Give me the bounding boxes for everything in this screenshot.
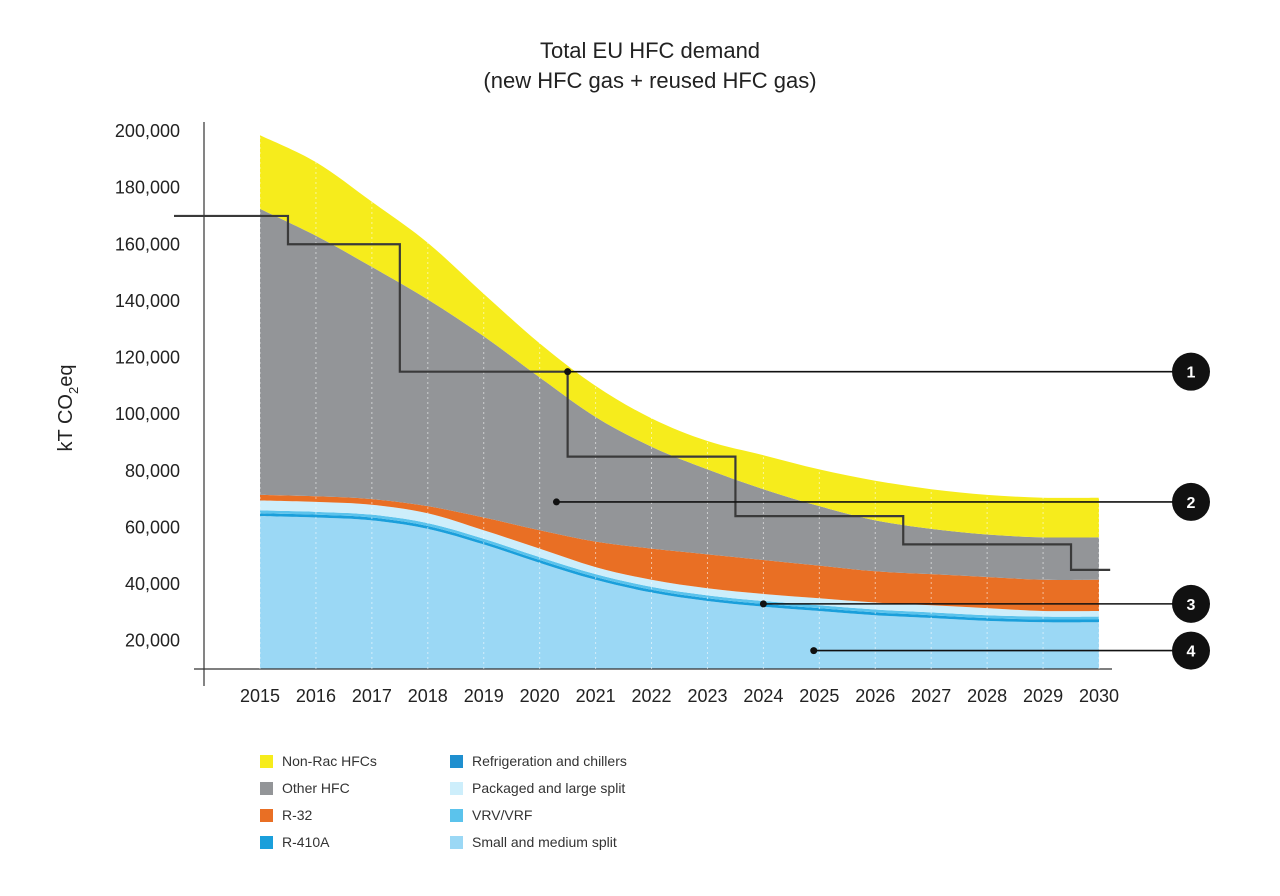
legend-label: Other HFC [282,780,350,796]
annotation-number: 3 [1187,597,1196,614]
area-r-32 [260,494,1099,612]
x-tick-label: 2026 [855,686,895,706]
legend-label: Packaged and large split [472,780,626,796]
area-packaged-and-large-split [260,500,1099,617]
x-tick-label: 2019 [464,686,504,706]
annotation-number: 2 [1187,495,1196,512]
x-tick-label: 2018 [408,686,448,706]
legend-swatch [450,808,463,822]
y-tick-label: 140,000 [115,291,180,311]
legend-label: Small and medium split [472,834,617,850]
legend-label: VRV/VRF [472,807,533,823]
chart-subtitle: (new HFC gas + reused HFC gas) [483,68,817,93]
y-tick-label: 40,000 [125,574,180,594]
y-axis-label: kT CO2eq [55,365,81,452]
axes: 20,000 40,000 60,000 80,000 100,000 120,000 14… [115,121,1119,706]
y-axis-label-main: kT CO [55,394,77,451]
x-tick-label: 2029 [1023,686,1063,706]
legend-swatch [260,835,273,849]
legend-label: R-410A [282,834,330,850]
legend-swatch [260,754,273,768]
x-tick-label: 2015 [240,686,280,706]
legend-label: Non-Rac HFCs [282,753,377,769]
legend-item: Packaged and large split [450,779,710,797]
legend-item: Small and medium split [450,833,710,851]
legend-label: Refrigeration and chillers [472,753,627,769]
x-tick-label: 2017 [352,686,392,706]
x-tick-label: 2016 [296,686,336,706]
y-tick-label: 200,000 [115,121,180,141]
x-tick-label: 2030 [1079,686,1119,706]
x-tick-label: 2021 [576,686,616,706]
y-tick-label: 180,000 [115,178,180,198]
annotation-dot [564,368,572,376]
legend-item: R-32 [260,806,450,824]
phase-down-line [174,214,1111,571]
legend-swatch [260,781,273,795]
legend-item: VRV/VRF [450,806,710,824]
x-tick-label: 2024 [743,686,783,706]
chart: 20,00040,00060,00080,000100,000120,00014… [55,121,1210,706]
y-tick-label: 80,000 [125,461,180,481]
legend-swatch [450,835,463,849]
x-tick-label: 2025 [799,686,839,706]
y-axis-label-sub: 2 [66,387,81,394]
annotation-number: 1 [1187,365,1196,382]
legend-item: R-410A [260,833,450,851]
legend-swatch [450,781,463,795]
y-tick-label: 20,000 [125,631,180,651]
x-tick-label: 2027 [911,686,951,706]
area-other-hfc [260,208,1099,581]
annotations: 1 2 3 4 [552,352,1210,670]
y-tick-label: 100,000 [115,404,180,424]
x-tick-label: 2023 [687,686,727,706]
annotation-badge [1172,352,1210,391]
annotation-badge [1172,482,1210,521]
phase-down-step-line [174,214,1111,571]
x-tick-label: 2020 [520,686,560,706]
annotation-dot [552,498,560,506]
annotation-badge [1172,584,1210,623]
chart-title: Total EU HFC demand [539,38,761,63]
legend-swatch [260,808,273,822]
x-tick-label: 2028 [967,686,1007,706]
legend-label: R-32 [282,807,313,823]
legend-item: Non-Rac HFCs [260,752,450,770]
annotation-badge [1172,631,1210,670]
area-layers [260,135,1099,669]
legend: Non-Rac HFCs Refrigeration and chillers Ot… [260,752,710,851]
legend-item: Other HFC [260,779,450,797]
x-tick-label: 2022 [632,686,672,706]
annotation-dot [810,647,818,655]
annotation-number: 4 [1187,644,1196,661]
y-tick-label: 160,000 [115,234,180,254]
y-axis-label-suffix: eq [55,365,77,387]
y-tick-label: 120,000 [115,348,180,368]
annotation-dot [759,600,767,608]
y-tick-label: 60,000 [125,517,180,537]
area-small-and-medium-split [260,516,1099,669]
legend-swatch [450,754,463,768]
legend-item: Refrigeration and chillers [450,752,710,770]
